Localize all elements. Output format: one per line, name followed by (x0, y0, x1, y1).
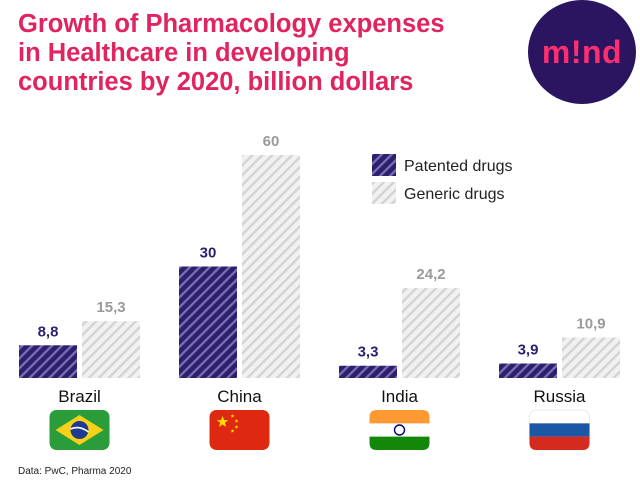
value-label-china-patented: 30 (200, 245, 217, 262)
chart-title-line-1: Growth of Pharmacology expenses (18, 10, 445, 38)
russia-flag (529, 409, 590, 451)
value-label-russia-generic: 10,9 (576, 315, 605, 332)
category-label-china: China (217, 387, 262, 406)
value-label-russia-patented: 3,9 (518, 342, 539, 359)
value-label-india-generic: 24,2 (416, 266, 445, 283)
category-labels-group: Brazil China India Russia (58, 387, 586, 406)
bar-russia-patented (499, 363, 557, 378)
value-label-brazil-generic: 15,3 (96, 299, 125, 316)
bar-brazil-patented (19, 345, 77, 378)
bar-brazil-generic (82, 321, 140, 378)
flags-group (49, 409, 590, 451)
bar-china-patented (179, 266, 237, 378)
mind-logo: m!nd (528, 0, 636, 104)
chart-title-line-2: in Healthcare in developing (18, 39, 350, 67)
legend-label-patented: Patented drugs (404, 158, 513, 175)
bar-india-patented (339, 365, 397, 378)
value-label-brazil-patented: 8,8 (38, 323, 59, 340)
category-label-russia: Russia (534, 387, 587, 406)
value-label-india-patented: 3,3 (358, 344, 379, 361)
china-flag (209, 410, 270, 450)
bars-group (19, 155, 620, 378)
legend-label-generic: Generic drugs (404, 186, 505, 203)
bar-india-generic (402, 288, 460, 378)
value-label-china-generic: 60 (263, 133, 280, 150)
legend: Patented drugs Generic drugs (372, 154, 513, 204)
legend-swatch-generic (372, 182, 396, 204)
legend-swatch-patented (372, 154, 396, 176)
chart-title: Growth of Pharmacology expenses in Healt… (18, 10, 518, 97)
value-labels-group: 8,8 15,3 30 60 3,3 24,2 3,9 10,9 (38, 133, 606, 361)
category-label-brazil: Brazil (58, 387, 101, 406)
bar-russia-generic (562, 337, 620, 378)
india-flag (369, 410, 430, 450)
category-label-india: India (381, 387, 418, 406)
source-note: Data: PwC, Pharma 2020 (18, 466, 132, 477)
logo-text: m!nd (541, 33, 623, 70)
bar-china-generic (242, 155, 300, 378)
chart-title-line-3: countries by 2020, billion dollars (18, 68, 414, 96)
brazil-flag (49, 410, 110, 450)
